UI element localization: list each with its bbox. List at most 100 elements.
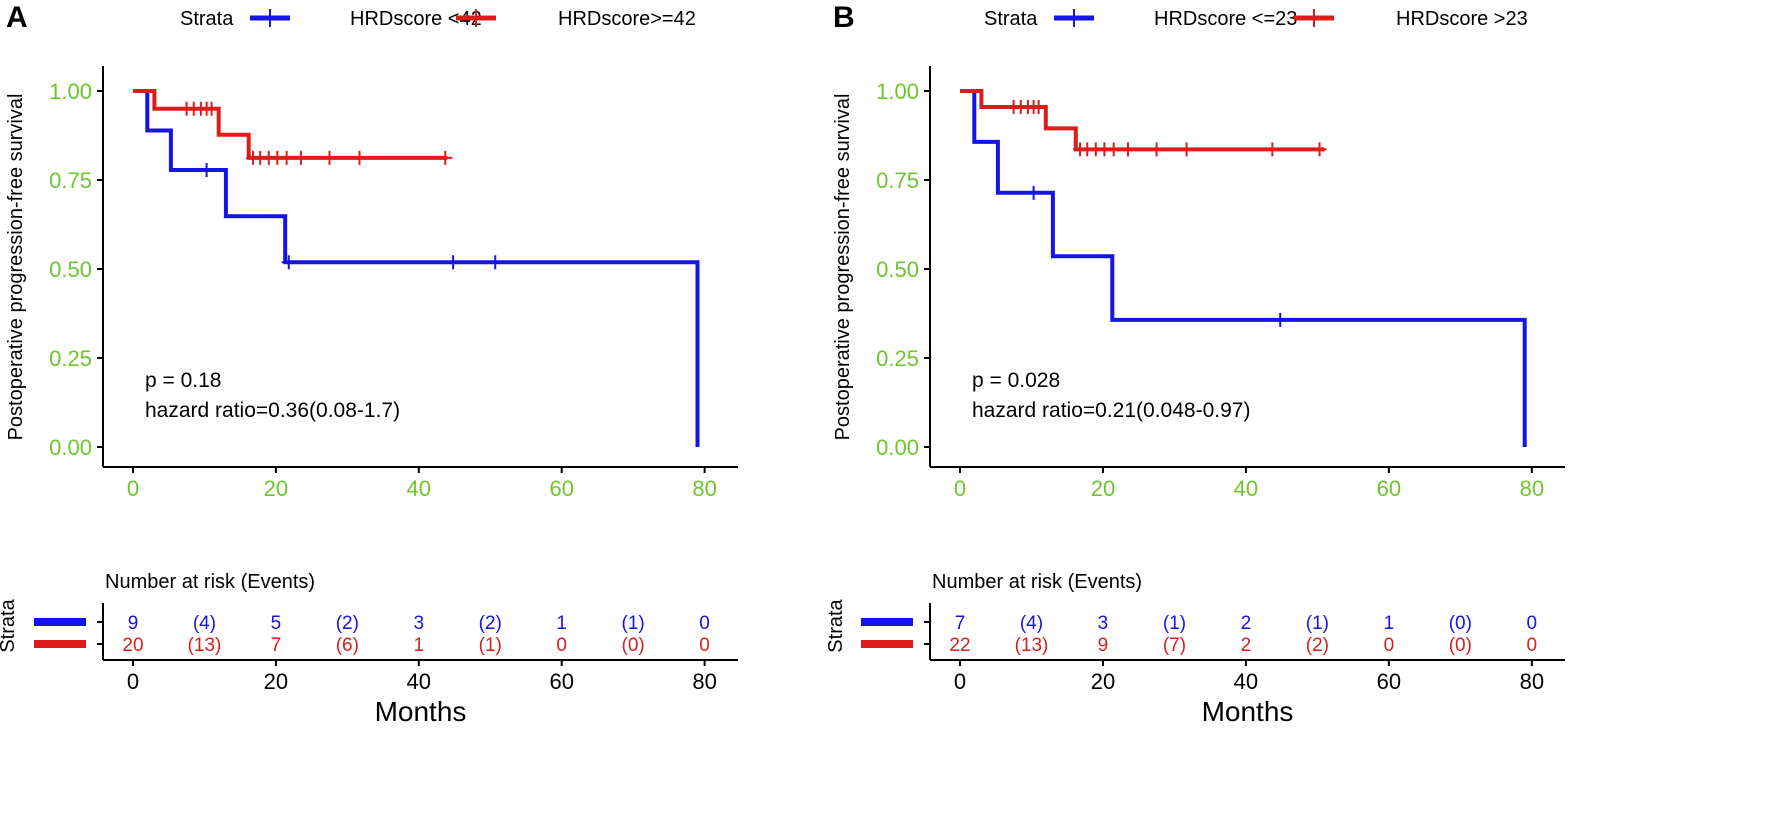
risk-cell: (1) — [1163, 613, 1186, 634]
x-tick-label: 0 — [954, 476, 966, 501]
legend-title: Strata — [180, 8, 234, 30]
censor-mark — [322, 150, 337, 165]
censor-mark — [1265, 142, 1280, 157]
survival-curve-1 — [133, 89, 448, 160]
risk-cell: (0) — [1449, 613, 1472, 634]
risk-cell: 3 — [1098, 613, 1109, 634]
censor-mark — [1106, 142, 1121, 157]
risk-cell: (0) — [1449, 635, 1472, 656]
censor-mark — [446, 255, 461, 270]
risk-x-tick-label: 40 — [1234, 669, 1258, 694]
risk-cell: 0 — [699, 635, 710, 656]
risk-table-strata-label: Strata — [825, 598, 847, 652]
risk-cell: (4) — [193, 613, 216, 634]
risk-cell: (4) — [1020, 613, 1043, 634]
legend-entry-0: HRDscore <42 — [350, 8, 482, 30]
survival-curve-1 — [960, 89, 1325, 152]
risk-cell: 0 — [699, 613, 710, 634]
legend-entry-1: HRDscore >23 — [1396, 8, 1528, 30]
y-axis-label: Postoperative progression-free survival — [832, 94, 854, 441]
risk-cell: 1 — [414, 635, 425, 656]
risk-cell: (1) — [622, 613, 645, 634]
x-axis-title: Months — [375, 696, 467, 727]
legend-title: Strata — [984, 8, 1038, 30]
risk-cell: 1 — [556, 613, 567, 634]
panel-label: B — [833, 1, 855, 34]
y-tick-label: 1.00 — [49, 79, 92, 104]
censor-mark — [281, 255, 296, 270]
risk-x-tick-label: 20 — [264, 669, 288, 694]
y-tick-label: 0.50 — [876, 257, 919, 282]
y-tick-label: 0.75 — [49, 168, 92, 193]
risk-cell: (2) — [479, 613, 502, 634]
y-axis-label: Postoperative progression-free survival — [5, 94, 27, 441]
censor-mark — [352, 150, 367, 165]
censor-mark — [199, 163, 214, 178]
hazard-ratio: hazard ratio=0.21(0.048-0.97) — [972, 399, 1250, 422]
p-value: p = 0.028 — [972, 369, 1060, 392]
y-tick-label: 0.25 — [49, 346, 92, 371]
x-tick-label: 20 — [264, 476, 288, 501]
risk-x-tick-label: 20 — [1091, 669, 1115, 694]
y-tick-label: 1.00 — [876, 79, 919, 104]
risk-cell: 9 — [128, 613, 139, 634]
risk-cell: (13) — [1015, 635, 1049, 656]
risk-cell: 0 — [556, 635, 567, 656]
y-tick-label: 0.00 — [49, 435, 92, 460]
legend-entry-1: HRDscore>=42 — [558, 8, 696, 30]
censor-mark — [1179, 142, 1194, 157]
censor-mark — [1273, 312, 1288, 327]
x-tick-label: 60 — [549, 476, 573, 501]
risk-cell: (1) — [479, 635, 502, 656]
risk-x-tick-label: 60 — [1377, 669, 1401, 694]
risk-cell: 2 — [1241, 635, 1252, 656]
x-tick-label: 0 — [127, 476, 139, 501]
y-tick-label: 0.50 — [49, 257, 92, 282]
censor-mark — [1026, 185, 1041, 200]
risk-cell: (6) — [336, 635, 359, 656]
panel-b: B Strata HRDscore <=23 HRDscore >23 0.00 0.25… — [825, 1, 1565, 727]
risk-table-title: Number at risk (Events) — [105, 571, 315, 593]
panel-label: A — [6, 1, 28, 34]
censor-mark — [293, 150, 308, 165]
x-tick-label: 40 — [1234, 476, 1258, 501]
y-tick-label: 0.00 — [876, 435, 919, 460]
x-tick-label: 80 — [1520, 476, 1544, 501]
legend-entry-0: HRDscore <=23 — [1154, 8, 1297, 30]
risk-cell: (2) — [336, 613, 359, 634]
x-tick-label: 20 — [1091, 476, 1115, 501]
risk-cell: 2 — [1241, 613, 1252, 634]
survival-curve-0 — [133, 89, 700, 447]
risk-cell: (2) — [1306, 635, 1329, 656]
risk-x-tick-label: 60 — [549, 669, 573, 694]
survival-curve-0 — [960, 89, 1527, 447]
censor-mark — [1031, 100, 1046, 115]
censor-mark — [438, 150, 453, 165]
risk-x-tick-label: 80 — [692, 669, 716, 694]
censor-mark — [279, 150, 294, 165]
risk-cell: (13) — [188, 635, 222, 656]
censor-mark — [1120, 142, 1135, 157]
risk-cell: 7 — [955, 613, 966, 634]
censor-mark — [1149, 142, 1164, 157]
risk-cell: 0 — [1527, 613, 1538, 634]
risk-cell: 0 — [1527, 635, 1538, 656]
hazard-ratio: hazard ratio=0.36(0.08-1.7) — [145, 399, 400, 422]
y-tick-label: 0.75 — [876, 168, 919, 193]
risk-cell: (1) — [1306, 613, 1329, 634]
y-tick-label: 0.25 — [876, 346, 919, 371]
risk-cell: 9 — [1098, 635, 1109, 656]
censor-mark — [204, 101, 219, 116]
p-value: p = 0.18 — [145, 369, 221, 392]
risk-cell: 20 — [122, 635, 143, 656]
x-tick-label: 80 — [692, 476, 716, 501]
censor-mark — [488, 255, 503, 270]
risk-x-tick-label: 80 — [1520, 669, 1544, 694]
risk-table-title: Number at risk (Events) — [932, 571, 1142, 593]
risk-cell: 3 — [414, 613, 425, 634]
risk-table-strata-label: Strata — [0, 598, 19, 652]
x-axis-title: Months — [1202, 696, 1294, 727]
risk-cell: 0 — [1384, 635, 1395, 656]
risk-cell: 22 — [949, 635, 970, 656]
risk-cell: 7 — [271, 635, 282, 656]
